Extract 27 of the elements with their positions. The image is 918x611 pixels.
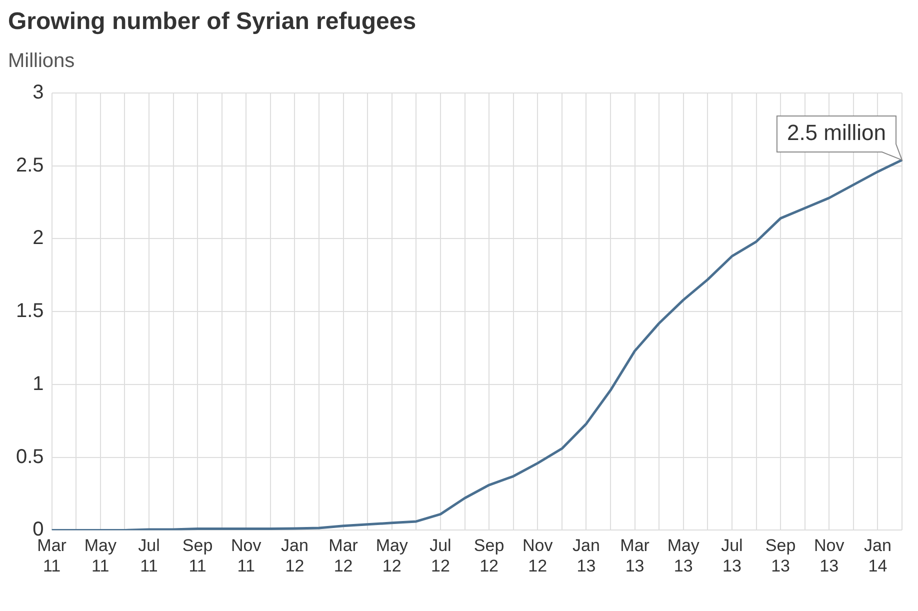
x-tick-label: Jan 14 xyxy=(864,536,892,576)
y-tick-label: 3 xyxy=(32,82,44,104)
x-tick-label: May 13 xyxy=(667,536,700,576)
x-tick-label: Nov 13 xyxy=(814,536,845,576)
x-tick-label: Mar 11 xyxy=(37,536,67,576)
y-tick-label: 1 xyxy=(32,372,44,395)
x-tick-label: Jul 11 xyxy=(138,536,160,576)
x-tick-label: May 12 xyxy=(376,536,408,576)
x-tick-label: Mar 13 xyxy=(620,536,650,576)
y-tick-label: 0.5 xyxy=(16,446,44,468)
x-tick-label: May 11 xyxy=(84,536,117,576)
y-axis-title: Millions xyxy=(8,50,76,73)
x-tick-label: Sep 13 xyxy=(765,536,796,576)
y-tick-label: 1.5 xyxy=(16,300,44,322)
x-tick-label: Sep 12 xyxy=(474,536,504,576)
x-tick-label: Nov 11 xyxy=(231,536,262,576)
x-tick-label: Nov 12 xyxy=(522,536,554,576)
chart-title: Growing number of Syrian refugees xyxy=(8,8,418,36)
x-tick-label: Mar 12 xyxy=(328,536,358,576)
x-tick-label: Jan 13 xyxy=(572,536,600,576)
y-tick-label: 2 xyxy=(32,227,44,250)
x-tick-label: Jul 13 xyxy=(721,536,743,576)
x-tick-label: Sep 11 xyxy=(182,536,213,576)
x-tick-label: Jul 12 xyxy=(430,536,452,576)
y-tick-label: 2.5 xyxy=(16,154,44,176)
x-tick-label: Jan 12 xyxy=(281,536,308,576)
annotation: 2.5 million xyxy=(786,120,886,146)
